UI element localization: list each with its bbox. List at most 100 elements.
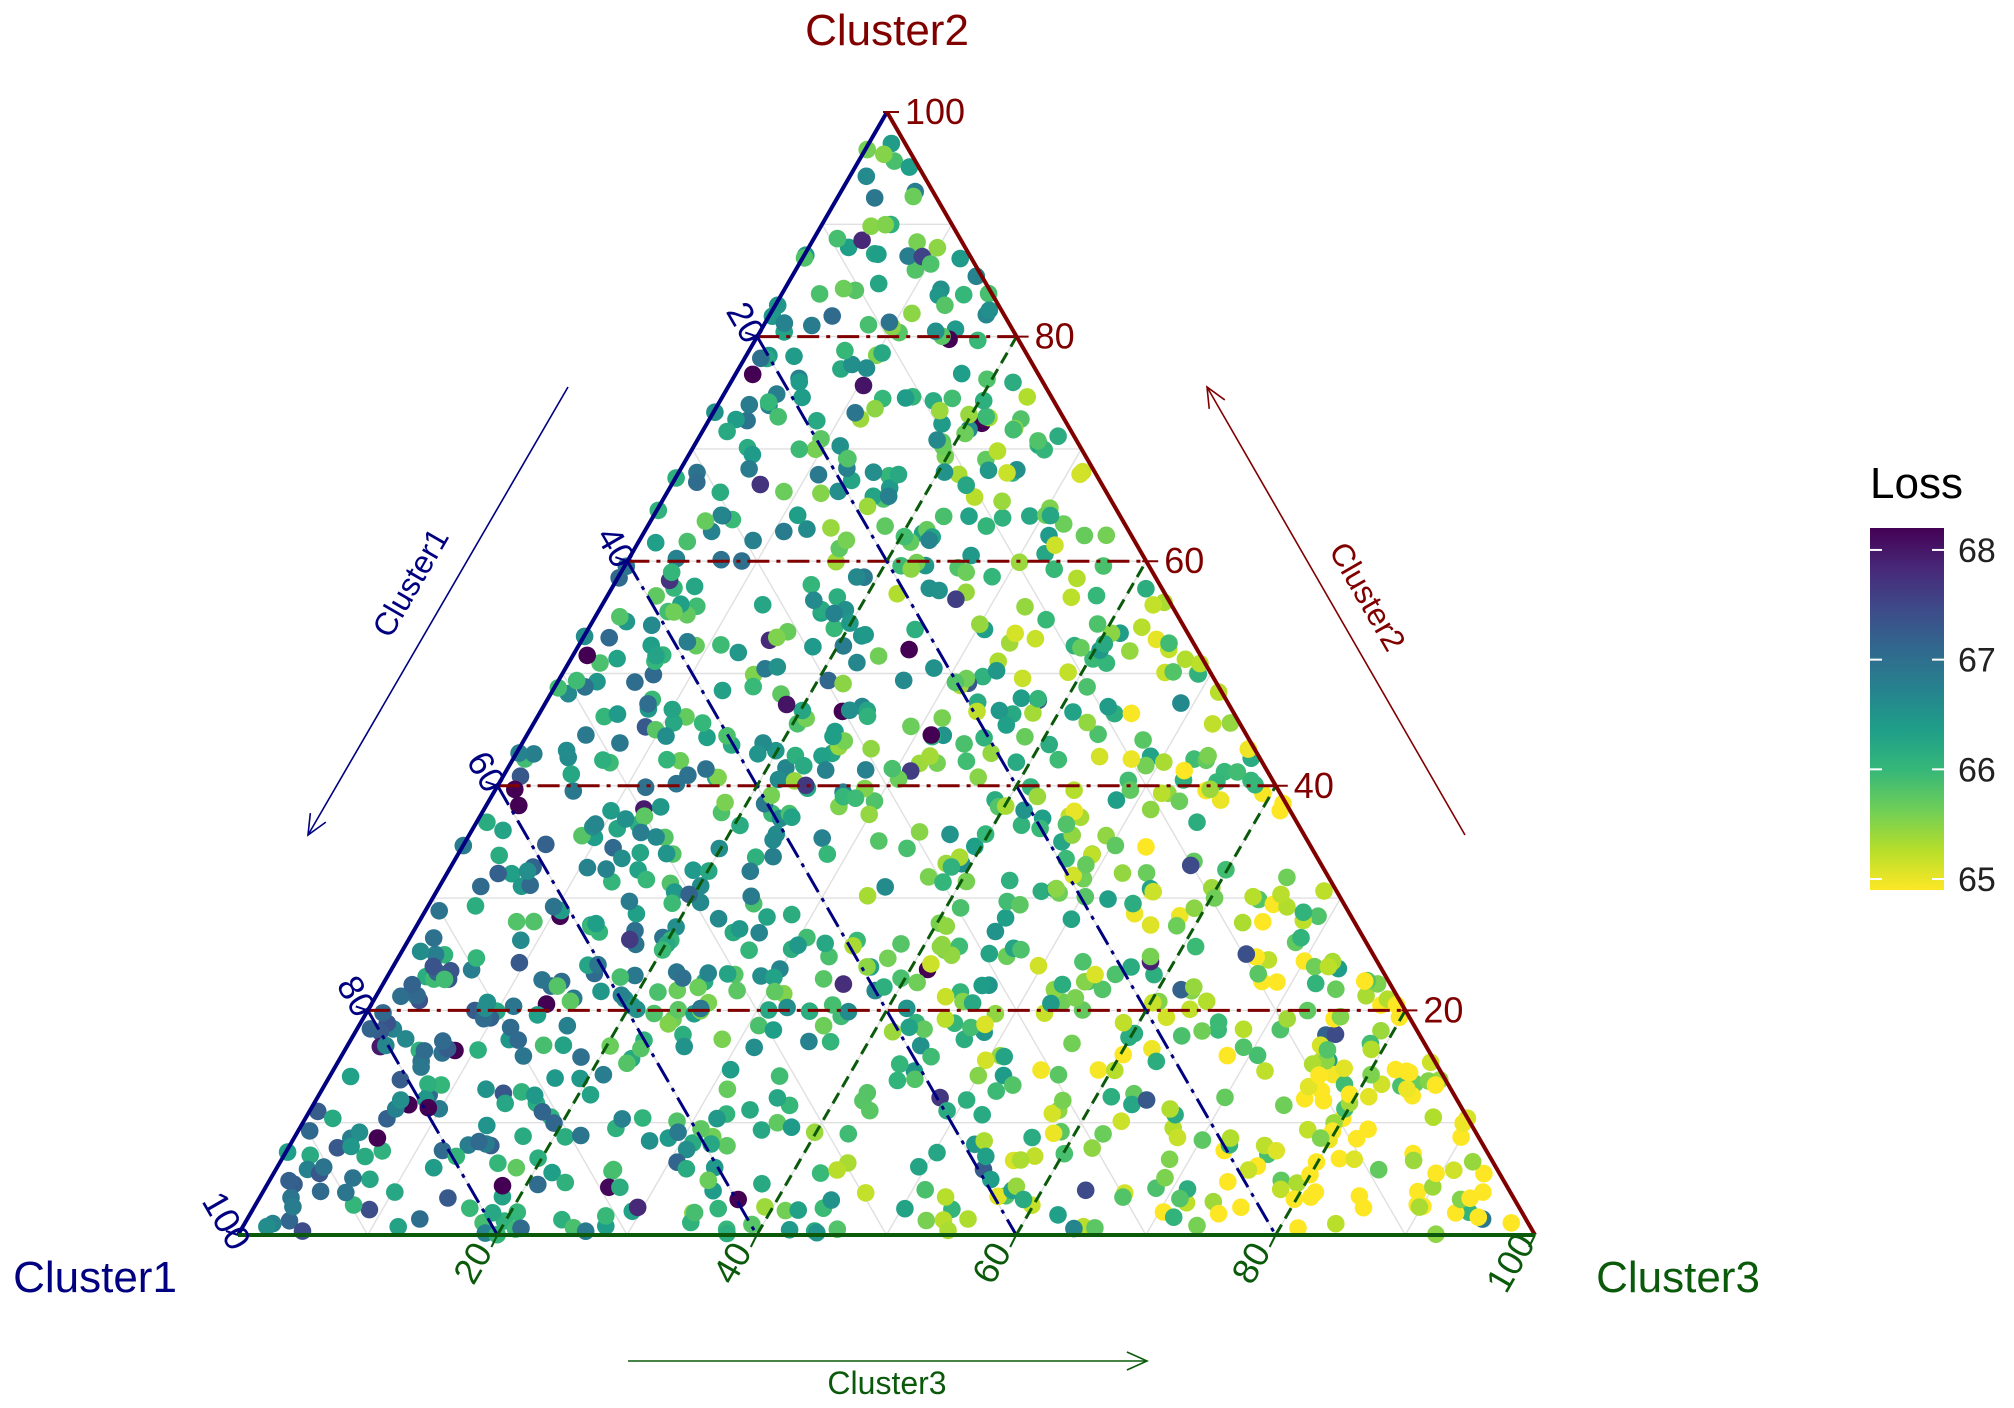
data-point — [998, 464, 1016, 482]
data-point — [993, 509, 1012, 527]
data-point — [389, 1218, 408, 1236]
data-point — [1032, 1061, 1050, 1079]
data-point — [1078, 713, 1096, 732]
data-point — [509, 1031, 527, 1049]
data-point — [957, 476, 975, 495]
data-point — [1045, 560, 1063, 578]
data-point — [633, 1109, 652, 1127]
data-point — [657, 727, 675, 745]
data-point — [836, 341, 854, 360]
data-point — [1271, 1180, 1290, 1199]
data-point — [828, 229, 847, 248]
data-point — [1144, 596, 1162, 614]
data-point — [1029, 432, 1047, 450]
data-point — [729, 643, 748, 662]
data-point — [528, 1006, 547, 1024]
data-point — [731, 816, 749, 835]
data-point — [693, 714, 712, 732]
data-point — [869, 647, 888, 665]
data-point — [848, 653, 866, 672]
data-point — [977, 1147, 995, 1166]
data-point — [483, 1204, 502, 1222]
data-point — [977, 407, 995, 426]
data-point — [968, 702, 986, 721]
data-point — [764, 847, 782, 866]
data-point — [293, 1222, 312, 1240]
data-point — [783, 808, 801, 826]
data-point — [671, 752, 690, 770]
data-point — [697, 760, 715, 778]
data-point — [908, 233, 926, 251]
data-point — [578, 858, 597, 877]
data-point — [947, 590, 965, 608]
data-point — [941, 825, 959, 844]
data-point — [857, 359, 876, 377]
data-point — [1306, 974, 1325, 993]
data-point — [472, 877, 490, 896]
data-point — [597, 1207, 615, 1225]
data-point — [1044, 1124, 1063, 1143]
data-point — [360, 1200, 379, 1219]
data-point — [1155, 753, 1173, 771]
data-point — [508, 1203, 527, 1221]
data-point — [730, 920, 749, 938]
data-point — [974, 391, 993, 410]
data-point — [432, 1076, 451, 1094]
data-point — [856, 1184, 875, 1202]
data-point — [1294, 903, 1313, 922]
cluster1-tick-label: 20 — [718, 295, 774, 350]
data-point — [790, 440, 809, 459]
data-point — [644, 665, 663, 684]
data-point — [419, 1075, 437, 1093]
data-point — [822, 1191, 841, 1209]
cluster3-arrow-label: Cluster3 — [827, 1365, 946, 1401]
grid-line-cluster3-30 — [626, 448, 1083, 1236]
data-point — [1211, 791, 1230, 809]
data-point — [1032, 882, 1051, 901]
cluster1-tick-label: 40 — [588, 519, 644, 574]
data-point — [412, 1058, 430, 1076]
data-point — [1133, 618, 1151, 636]
data-point — [490, 846, 509, 865]
data-point — [765, 968, 783, 987]
data-point — [1249, 965, 1267, 983]
data-point — [902, 560, 920, 578]
data-point — [699, 964, 717, 982]
data-point — [1099, 890, 1117, 908]
data-point — [680, 885, 698, 904]
data-point — [977, 517, 996, 535]
data-point — [342, 1137, 360, 1156]
data-point — [1244, 887, 1262, 906]
data-point — [925, 659, 943, 677]
data-point — [651, 798, 670, 816]
data-point — [943, 389, 962, 408]
data-point — [1124, 894, 1142, 913]
data-point — [1076, 1181, 1095, 1200]
grid-lines — [302, 223, 1471, 1236]
data-point — [548, 977, 567, 995]
data-point — [1077, 855, 1095, 874]
data-point — [554, 1036, 573, 1054]
data-point — [1461, 1189, 1479, 1207]
cluster1-tick-label: 100 — [194, 1184, 260, 1257]
cluster3-tick-mark — [749, 1234, 758, 1248]
data-point — [647, 828, 665, 846]
data-point — [709, 1199, 727, 1218]
data-point — [1028, 787, 1047, 806]
data-point — [1216, 1088, 1234, 1107]
data-point — [1141, 916, 1160, 934]
cluster2-tick-label: 40 — [1294, 765, 1334, 806]
data-point — [1072, 639, 1090, 657]
data-point — [775, 482, 793, 501]
data-point — [856, 761, 875, 779]
data-point — [764, 1021, 783, 1039]
data-point — [621, 930, 639, 949]
data-point — [843, 355, 861, 374]
data-point — [511, 767, 530, 785]
data-point — [957, 563, 975, 581]
data-point — [917, 1211, 936, 1230]
data-point — [782, 905, 801, 924]
data-point — [896, 389, 915, 407]
data-point — [567, 671, 586, 690]
data-point — [424, 1158, 443, 1177]
